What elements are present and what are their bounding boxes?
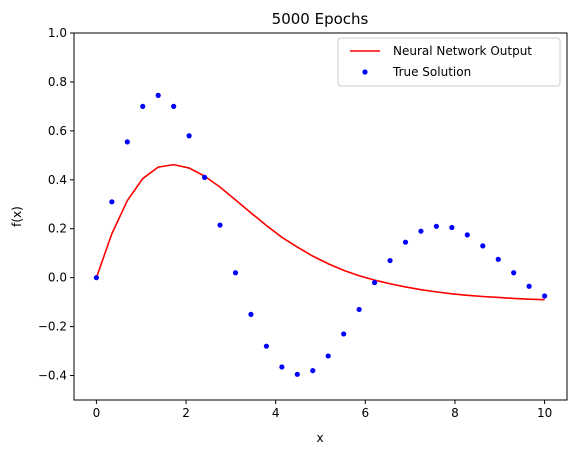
legend-marker-swatch — [362, 69, 368, 75]
true-solution-point — [186, 133, 192, 139]
axes: 0 2 4 6 8 10 −0.4 −0.2 0.0 0.2 0.4 0.6 0.8 1.0 — [38, 26, 552, 420]
plot-area — [93, 92, 548, 377]
true-solution-point — [541, 293, 548, 299]
y-tick-label: 0.2 — [48, 222, 67, 236]
x-tick-label: 0 — [93, 406, 101, 420]
true-solution-point — [402, 239, 409, 245]
x-tick-label: 10 — [537, 406, 552, 420]
true-solution-point — [109, 199, 115, 205]
true-solution-point — [248, 311, 254, 317]
y-axis-label: f(x) — [10, 206, 24, 227]
true-solution-point — [202, 174, 208, 180]
true-solution-point — [263, 343, 269, 349]
y-tick-label: −0.4 — [38, 369, 67, 383]
true-solution-point — [341, 331, 347, 337]
true-solution-point — [217, 222, 223, 228]
x-tick-label: 6 — [361, 406, 369, 420]
true-solution-point — [464, 232, 470, 238]
legend-label-true-solution: True Solution — [392, 65, 471, 79]
x-tick-label: 4 — [272, 406, 280, 420]
true-solution-point — [310, 368, 316, 374]
true-solution-point — [449, 224, 455, 231]
true-solution-point — [526, 283, 532, 289]
legend-label-nn-output: Neural Network Output — [393, 44, 532, 58]
true-solution-point — [511, 270, 517, 276]
y-tick-label: 0.4 — [48, 173, 67, 187]
true-solution-point — [387, 257, 393, 264]
true-solution-point — [495, 256, 501, 262]
true-solution-point — [155, 92, 161, 98]
true-solution-point — [433, 223, 439, 229]
legend: Neural Network Output True Solution — [337, 37, 561, 87]
chart-title: 5000 Epochs — [272, 10, 369, 28]
y-tick-label: 0.0 — [48, 271, 67, 285]
true-solution-point — [232, 270, 239, 276]
true-solution-point — [93, 275, 100, 281]
true-solution-point — [325, 353, 331, 359]
true-solution-point — [171, 103, 177, 109]
true-solution-point — [140, 103, 146, 109]
true-solution-point — [480, 243, 486, 249]
x-axis-label: x — [316, 431, 323, 445]
y-tick-label: −0.2 — [38, 320, 67, 334]
true-solution-point — [372, 279, 378, 286]
true-solution-point — [418, 228, 424, 234]
x-tick-label: 2 — [182, 406, 190, 420]
true-solution-point — [124, 139, 130, 145]
y-tick-label: 1.0 — [48, 26, 67, 40]
series-line-nn-output — [95, 163, 545, 301]
y-tick-label: 0.8 — [48, 75, 67, 89]
legend-box — [337, 37, 561, 87]
y-tick-label: 0.6 — [48, 124, 67, 138]
x-tick-label: 8 — [451, 406, 459, 420]
true-solution-point — [356, 306, 362, 313]
true-solution-point — [279, 364, 285, 370]
plot-frame — [73, 32, 568, 401]
true-solution-point — [294, 371, 300, 377]
